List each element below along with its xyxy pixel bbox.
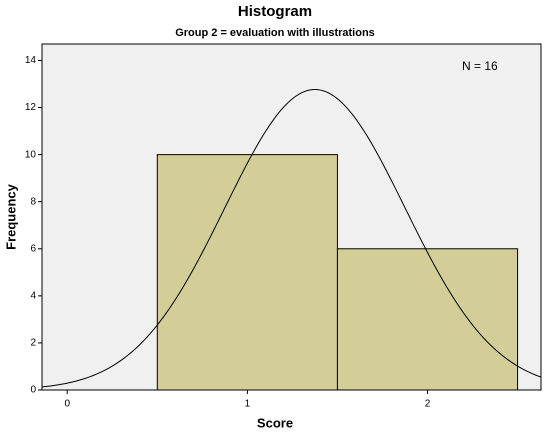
normal-curve xyxy=(41,89,542,388)
y-tick-label: 14 xyxy=(25,55,37,66)
y-tick-label: 4 xyxy=(30,290,36,301)
x-tick-label: 0 xyxy=(64,399,70,410)
x-axis-label: Score xyxy=(257,415,293,430)
bar xyxy=(156,154,338,391)
y-tick-label: 10 xyxy=(25,149,37,160)
y-tick-label: 0 xyxy=(30,385,36,396)
y-tick-label: 6 xyxy=(30,243,36,254)
y-tick-label: 12 xyxy=(25,102,37,113)
y-axis-label: Frequency xyxy=(3,183,18,250)
x-tick-label: 2 xyxy=(425,399,431,410)
annotation: N = 16 xyxy=(462,59,498,73)
y-tick-label: 8 xyxy=(30,196,36,207)
chart-title: Histogram xyxy=(238,3,312,20)
y-tick-label: 2 xyxy=(30,338,36,349)
chart-subtitle: Group 2 = evaluation with illustrations xyxy=(175,27,375,39)
bar xyxy=(336,248,519,391)
x-tick-label: 1 xyxy=(245,399,251,410)
